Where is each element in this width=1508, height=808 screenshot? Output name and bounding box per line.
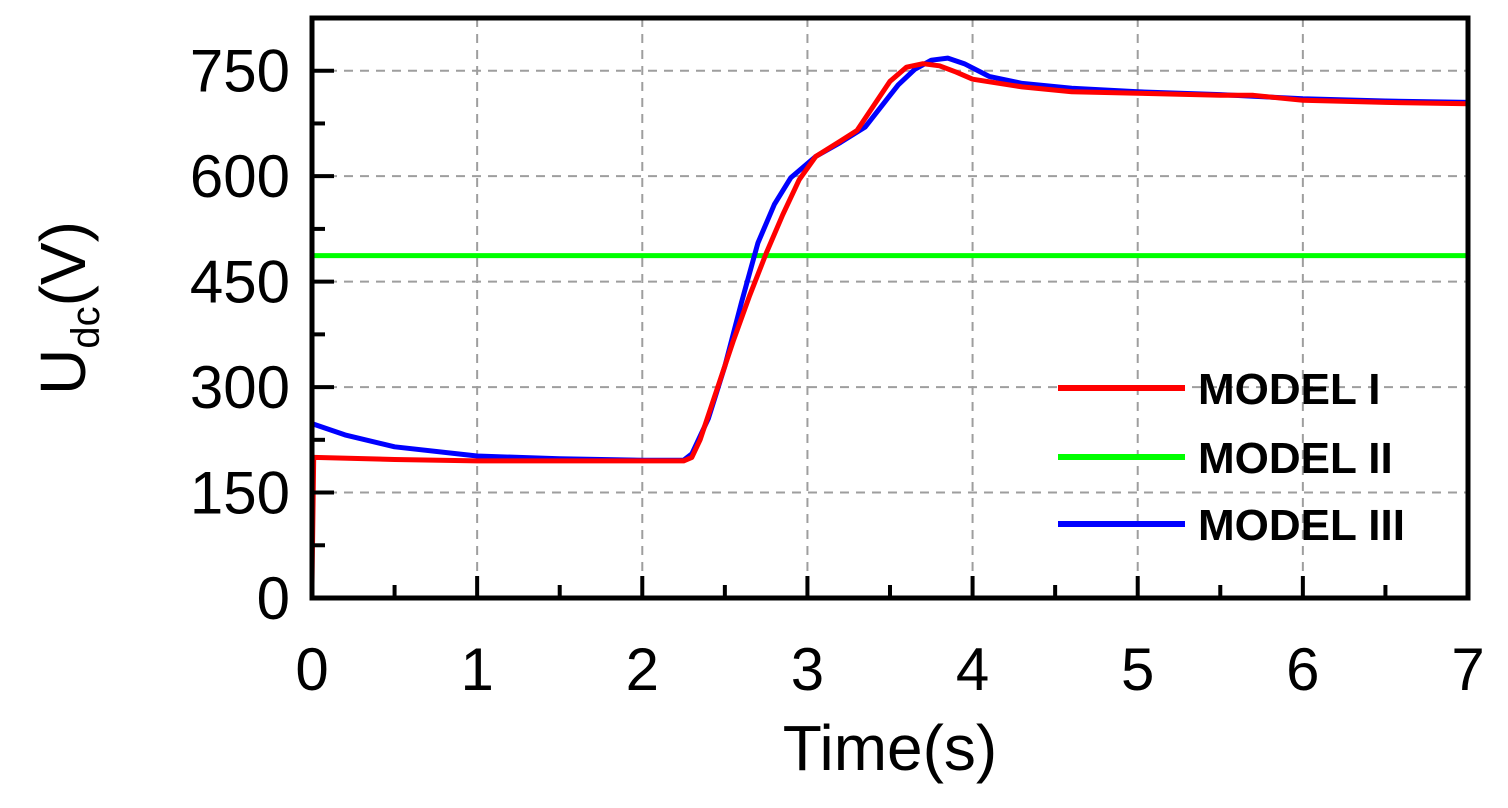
x-tick-label-0: 0	[295, 636, 328, 703]
y-tick-label-0: 0	[257, 565, 290, 632]
y-tick-label-4: 600	[190, 143, 290, 210]
x-tick-label-2: 2	[626, 636, 659, 703]
x-axis-title: Time(s)	[783, 712, 997, 784]
legend: MODEL I MODEL II MODEL III	[1058, 365, 1405, 550]
x-tick-label-6: 6	[1286, 636, 1319, 703]
legend-label-model-2: MODEL II	[1198, 434, 1393, 483]
y-tick-label-1: 150	[190, 460, 290, 527]
legend-label-model-3: MODEL III	[1198, 501, 1405, 550]
series-lines	[309, 55, 1471, 587]
x-tick-label-5: 5	[1121, 636, 1154, 703]
y-tick-label-5: 750	[190, 38, 290, 105]
tick-labels: 0 1 2 3 4 5 6 7 0 150 300 450 600 750	[190, 38, 1485, 703]
axis-ticks	[310, 16, 1470, 600]
grid-lines	[312, 18, 1468, 598]
x-tick-label-7: 7	[1451, 636, 1484, 703]
y-axis-title-main: U	[27, 349, 99, 395]
series-line-model-1	[309, 61, 1471, 587]
legend-label-model-1: MODEL I	[1198, 365, 1381, 414]
x-tick-label-3: 3	[791, 636, 824, 703]
y-axis-title-unit: (V)	[27, 221, 99, 306]
x-tick-label-1: 1	[460, 636, 493, 703]
y-tick-label-3: 450	[190, 249, 290, 316]
x-tick-label-4: 4	[956, 636, 989, 703]
y-axis-title: Udc(V)	[27, 221, 108, 395]
y-axis-title-sub: dc	[64, 306, 108, 348]
y-tick-label-2: 300	[190, 354, 290, 421]
